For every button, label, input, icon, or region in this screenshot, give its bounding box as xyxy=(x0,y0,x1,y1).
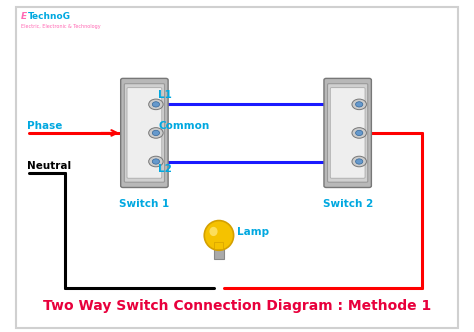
Circle shape xyxy=(152,159,160,164)
FancyBboxPatch shape xyxy=(330,88,365,178)
Text: L2: L2 xyxy=(158,164,172,174)
FancyBboxPatch shape xyxy=(124,84,164,182)
Text: Lamp: Lamp xyxy=(237,227,269,237)
FancyBboxPatch shape xyxy=(324,78,372,188)
Ellipse shape xyxy=(204,220,234,250)
Circle shape xyxy=(356,130,363,135)
FancyBboxPatch shape xyxy=(214,249,224,259)
Text: E: E xyxy=(21,12,27,21)
Circle shape xyxy=(149,99,163,110)
Text: Electric, Electronic & Technology: Electric, Electronic & Technology xyxy=(21,24,100,29)
FancyBboxPatch shape xyxy=(16,7,458,328)
Text: Switch 2: Switch 2 xyxy=(322,199,373,209)
FancyBboxPatch shape xyxy=(214,242,223,249)
Text: Phase: Phase xyxy=(27,121,62,131)
Circle shape xyxy=(352,99,366,110)
Circle shape xyxy=(356,102,363,107)
Circle shape xyxy=(152,130,160,135)
Circle shape xyxy=(149,156,163,167)
Text: Common: Common xyxy=(158,121,210,131)
Text: Switch 1: Switch 1 xyxy=(119,199,170,209)
Circle shape xyxy=(352,156,366,167)
Circle shape xyxy=(152,102,160,107)
FancyBboxPatch shape xyxy=(127,88,162,178)
Text: L1: L1 xyxy=(158,90,172,100)
FancyBboxPatch shape xyxy=(328,84,368,182)
Circle shape xyxy=(352,127,366,138)
Text: Neutral: Neutral xyxy=(27,161,71,171)
Text: TechnoG: TechnoG xyxy=(28,12,71,21)
FancyBboxPatch shape xyxy=(121,78,168,188)
Ellipse shape xyxy=(210,227,218,236)
Circle shape xyxy=(149,127,163,138)
Text: Two Way Switch Connection Diagram : Methode 1: Two Way Switch Connection Diagram : Meth… xyxy=(43,299,431,313)
Circle shape xyxy=(356,159,363,164)
